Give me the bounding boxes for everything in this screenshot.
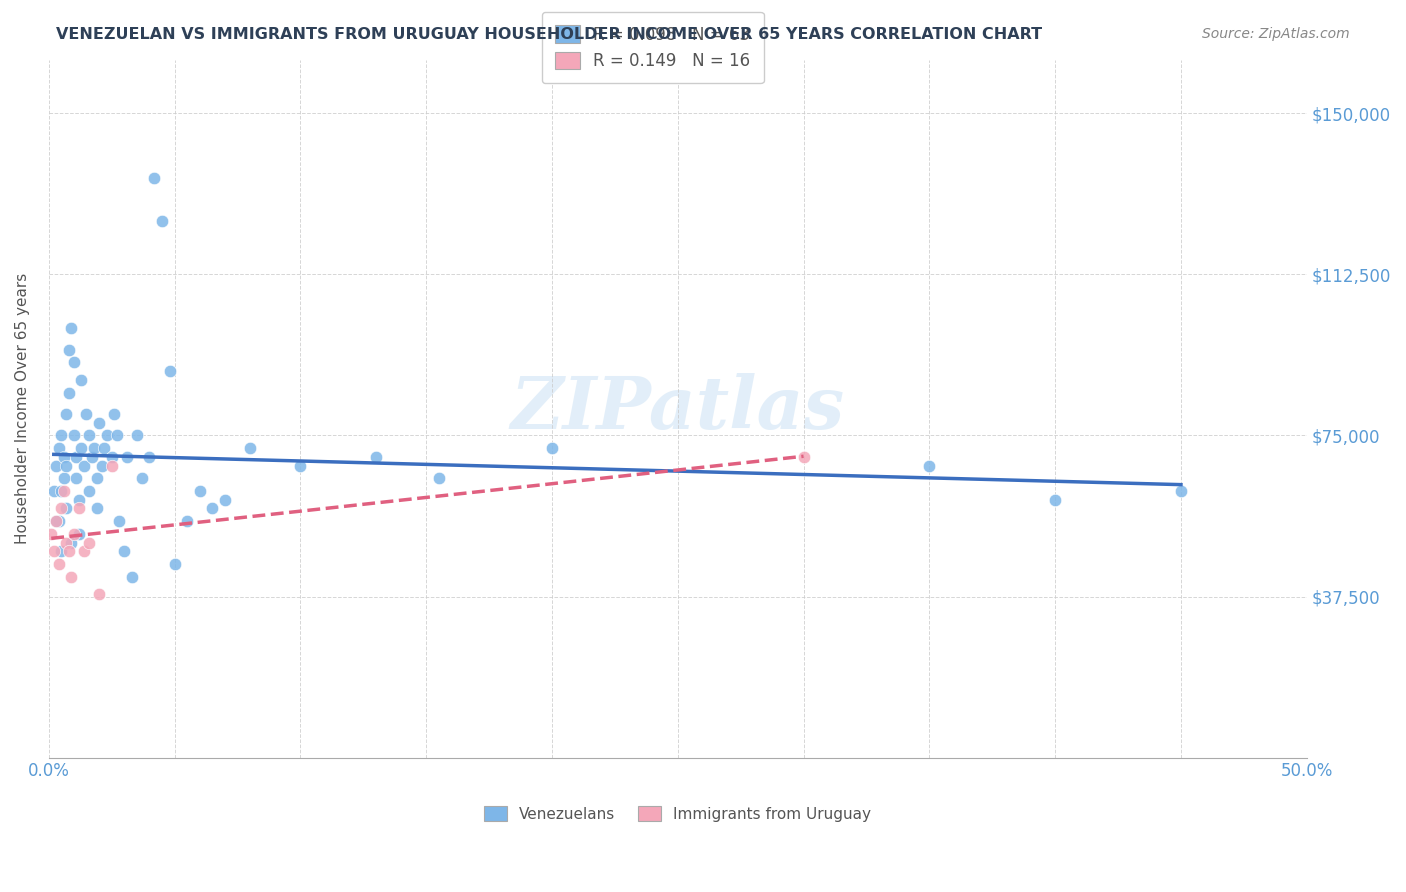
Venezuelans	[63, 355, 86, 369]
Venezuelans	[125, 428, 148, 442]
Venezuelans	[103, 407, 125, 421]
Venezuelans	[77, 484, 100, 499]
Immigrants from Uruguay	[73, 544, 96, 558]
Venezuelans	[427, 471, 450, 485]
Immigrants from Uruguay	[42, 544, 65, 558]
Venezuelans	[163, 558, 186, 572]
Venezuelans	[115, 450, 138, 464]
Venezuelans	[201, 501, 224, 516]
Immigrants from Uruguay	[45, 514, 67, 528]
Venezuelans	[55, 501, 77, 516]
Venezuelans	[58, 385, 80, 400]
Venezuelans	[100, 450, 122, 464]
Venezuelans	[52, 450, 75, 464]
Venezuelans	[77, 428, 100, 442]
Venezuelans	[55, 407, 77, 421]
Venezuelans	[67, 492, 90, 507]
Venezuelans	[55, 458, 77, 473]
Venezuelans	[239, 442, 262, 456]
Venezuelans	[138, 450, 160, 464]
Immigrants from Uruguay	[55, 536, 77, 550]
Venezuelans	[48, 442, 70, 456]
Venezuelans	[541, 442, 564, 456]
Venezuelans	[214, 492, 236, 507]
Venezuelans	[150, 213, 173, 227]
Venezuelans	[63, 428, 86, 442]
Venezuelans	[51, 428, 73, 442]
Venezuelans	[52, 471, 75, 485]
Text: VENEZUELAN VS IMMIGRANTS FROM URUGUAY HOUSEHOLDER INCOME OVER 65 YEARS CORRELATI: VENEZUELAN VS IMMIGRANTS FROM URUGUAY HO…	[56, 27, 1042, 42]
Venezuelans	[105, 428, 128, 442]
Immigrants from Uruguay	[100, 458, 122, 473]
Immigrants from Uruguay	[48, 558, 70, 572]
Venezuelans	[58, 343, 80, 357]
Venezuelans	[143, 170, 166, 185]
Venezuelans	[159, 364, 181, 378]
Immigrants from Uruguay	[39, 527, 62, 541]
Venezuelans	[70, 373, 93, 387]
Venezuelans	[51, 544, 73, 558]
Venezuelans	[96, 428, 118, 442]
Venezuelans	[42, 484, 65, 499]
Venezuelans	[131, 471, 153, 485]
Venezuelans	[45, 514, 67, 528]
Venezuelans	[176, 514, 198, 528]
Venezuelans	[1170, 484, 1192, 499]
Venezuelans	[112, 544, 135, 558]
Venezuelans	[90, 458, 112, 473]
Venezuelans	[65, 450, 87, 464]
Immigrants from Uruguay	[87, 587, 110, 601]
Venezuelans	[188, 484, 211, 499]
Immigrants from Uruguay	[60, 570, 83, 584]
Venezuelans	[65, 471, 87, 485]
Venezuelans	[45, 458, 67, 473]
Venezuelans	[51, 484, 73, 499]
Venezuelans	[80, 450, 103, 464]
Venezuelans	[93, 442, 115, 456]
Immigrants from Uruguay	[52, 484, 75, 499]
Venezuelans	[86, 471, 108, 485]
Venezuelans	[73, 458, 96, 473]
Venezuelans	[70, 442, 93, 456]
Venezuelans	[87, 416, 110, 430]
Venezuelans	[76, 407, 98, 421]
Venezuelans	[918, 458, 941, 473]
Immigrants from Uruguay	[77, 536, 100, 550]
Venezuelans	[108, 514, 131, 528]
Text: Source: ZipAtlas.com: Source: ZipAtlas.com	[1202, 27, 1350, 41]
Venezuelans	[60, 321, 83, 335]
Immigrants from Uruguay	[63, 527, 86, 541]
Venezuelans	[1043, 492, 1066, 507]
Text: ZIPatlas: ZIPatlas	[510, 373, 845, 444]
Venezuelans	[364, 450, 387, 464]
Venezuelans	[290, 458, 312, 473]
Venezuelans	[67, 527, 90, 541]
Immigrants from Uruguay	[67, 501, 90, 516]
Venezuelans	[86, 501, 108, 516]
Y-axis label: Householder Income Over 65 years: Householder Income Over 65 years	[15, 273, 30, 544]
Venezuelans	[60, 536, 83, 550]
Venezuelans	[121, 570, 143, 584]
Venezuelans	[83, 442, 105, 456]
Legend: Venezuelans, Immigrants from Uruguay: Venezuelans, Immigrants from Uruguay	[472, 793, 884, 834]
Immigrants from Uruguay	[58, 544, 80, 558]
Venezuelans	[48, 514, 70, 528]
Immigrants from Uruguay	[793, 450, 815, 464]
Immigrants from Uruguay	[51, 501, 73, 516]
